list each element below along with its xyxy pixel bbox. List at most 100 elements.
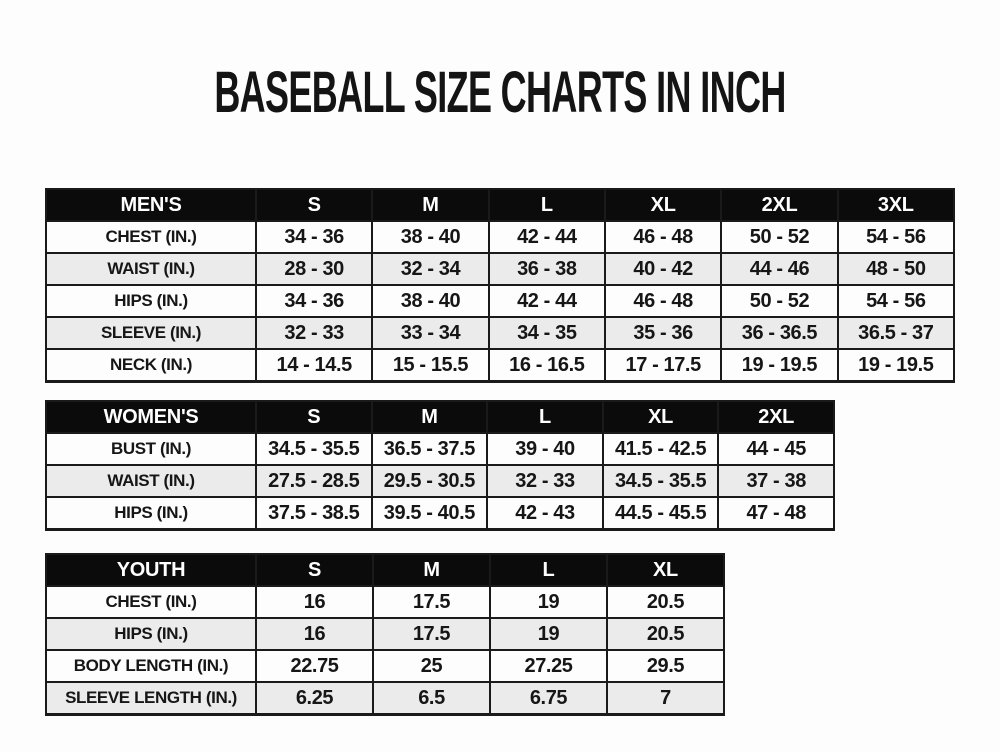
row-label-cell: SLEEVE LENGTH (IN.) bbox=[45, 681, 257, 716]
table-title-cell: WOMEN'S bbox=[45, 400, 257, 434]
size-value-cell: 46 - 48 bbox=[603, 284, 723, 318]
size-value-cell: 35 - 36 bbox=[603, 316, 723, 350]
size-value-cell: 22.75 bbox=[255, 649, 374, 683]
header-row: WOMEN'S S M L XL 2XL bbox=[45, 400, 835, 434]
size-value-cell: 34 - 36 bbox=[254, 284, 374, 318]
row-label-cell: HIPS (IN.) bbox=[45, 284, 257, 318]
size-value-cell: 37.5 - 38.5 bbox=[255, 496, 373, 531]
page-title: BASEBALL SIZE CHARTS IN INCH bbox=[214, 60, 786, 125]
size-value-cell: 42 - 44 bbox=[487, 284, 606, 318]
size-value-cell: 14 - 14.5 bbox=[254, 348, 374, 383]
size-column-header: L bbox=[486, 400, 604, 434]
size-value-cell: 6.25 bbox=[255, 681, 374, 716]
size-value-cell: 34 - 36 bbox=[254, 220, 374, 254]
size-value-cell: 36 - 36.5 bbox=[720, 316, 839, 350]
size-value-cell: 16 bbox=[255, 617, 374, 651]
size-value-cell: 19 bbox=[489, 585, 608, 619]
mens-size-chart: MEN'S S M L XL 2XL 3XL CHEST (IN.) 34 - 36 38 - 4… bbox=[45, 188, 956, 383]
youth-size-chart: YOUTH S M L XL CHEST (IN.) 16 17.5 19 20.5 HIPS (I… bbox=[45, 553, 725, 716]
size-value-cell: 33 - 34 bbox=[371, 316, 490, 350]
table-row: WAIST (IN.) 27.5 - 28.5 29.5 - 30.5 32 - 33… bbox=[45, 464, 835, 498]
row-label-cell: WAIST (IN.) bbox=[45, 464, 257, 498]
row-label-cell: CHEST (IN.) bbox=[45, 585, 257, 619]
size-value-cell: 29.5 bbox=[606, 649, 725, 683]
size-value-cell: 41.5 - 42.5 bbox=[601, 432, 720, 466]
table-row: CHEST (IN.) 16 17.5 19 20.5 bbox=[45, 585, 725, 619]
size-value-cell: 42 - 43 bbox=[486, 496, 604, 531]
size-value-cell: 40 - 42 bbox=[603, 252, 723, 286]
table-row: NECK (IN.) 14 - 14.5 15 - 15.5 16 - 16.5 17 … bbox=[45, 348, 956, 383]
row-label-cell: BUST (IN.) bbox=[45, 432, 257, 466]
row-label-cell: HIPS (IN.) bbox=[45, 617, 257, 651]
size-value-cell: 44.5 - 45.5 bbox=[601, 496, 720, 531]
size-value-cell: 17.5 bbox=[372, 617, 491, 651]
youth-size-table: YOUTH S M L XL CHEST (IN.) 16 17.5 19 20.5 HIPS (I… bbox=[45, 553, 725, 716]
size-value-cell: 47 - 48 bbox=[717, 496, 835, 531]
size-value-cell: 39 - 40 bbox=[486, 432, 604, 466]
size-value-cell: 6.5 bbox=[372, 681, 491, 716]
size-value-cell: 54 - 56 bbox=[836, 284, 956, 318]
size-value-cell: 19 bbox=[489, 617, 608, 651]
size-value-cell: 20.5 bbox=[606, 585, 725, 619]
size-value-cell: 48 - 50 bbox=[836, 252, 956, 286]
size-value-cell: 50 - 52 bbox=[720, 220, 839, 254]
size-column-header: S bbox=[254, 188, 374, 222]
size-value-cell: 44 - 45 bbox=[717, 432, 835, 466]
table-row: WAIST (IN.) 28 - 30 32 - 34 36 - 38 40 - 42 4… bbox=[45, 252, 956, 286]
mens-size-table: MEN'S S M L XL 2XL 3XL CHEST (IN.) 34 - 36 38 - 4… bbox=[45, 188, 956, 383]
table-row: BODY LENGTH (IN.) 22.75 25 27.25 29.5 bbox=[45, 649, 725, 683]
size-value-cell: 28 - 30 bbox=[254, 252, 374, 286]
table-row: BUST (IN.) 34.5 - 35.5 36.5 - 37.5 39 - 40 4… bbox=[45, 432, 835, 466]
size-column-header: M bbox=[370, 400, 489, 434]
size-value-cell: 42 - 44 bbox=[487, 220, 606, 254]
table-row: CHEST (IN.) 34 - 36 38 - 40 42 - 44 46 - 48 5… bbox=[45, 220, 956, 254]
table-row: HIPS (IN.) 16 17.5 19 20.5 bbox=[45, 617, 725, 651]
size-value-cell: 38 - 40 bbox=[371, 284, 490, 318]
size-value-cell: 34.5 - 35.5 bbox=[255, 432, 373, 466]
size-value-cell: 6.75 bbox=[489, 681, 608, 716]
size-value-cell: 32 - 34 bbox=[371, 252, 490, 286]
size-value-cell: 27.5 - 28.5 bbox=[255, 464, 373, 498]
size-column-header: M bbox=[371, 188, 490, 222]
size-value-cell: 37 - 38 bbox=[717, 464, 835, 498]
table-row: SLEEVE (IN.) 32 - 33 33 - 34 34 - 35 35 - 36… bbox=[45, 316, 956, 350]
size-value-cell: 20.5 bbox=[606, 617, 725, 651]
row-label-cell: NECK (IN.) bbox=[45, 348, 257, 383]
row-label-cell: BODY LENGTH (IN.) bbox=[45, 649, 257, 683]
size-value-cell: 15 - 15.5 bbox=[371, 348, 490, 383]
size-column-header: 3XL bbox=[836, 188, 956, 222]
size-value-cell: 36.5 - 37 bbox=[836, 316, 956, 350]
size-value-cell: 19 - 19.5 bbox=[836, 348, 956, 383]
size-value-cell: 16 bbox=[255, 585, 374, 619]
size-value-cell: 50 - 52 bbox=[720, 284, 839, 318]
size-value-cell: 39.5 - 40.5 bbox=[370, 496, 489, 531]
size-value-cell: 46 - 48 bbox=[603, 220, 723, 254]
row-label-cell: WAIST (IN.) bbox=[45, 252, 257, 286]
womens-size-chart: WOMEN'S S M L XL 2XL BUST (IN.) 34.5 - 35.5 36.5… bbox=[45, 400, 835, 531]
size-value-cell: 32 - 33 bbox=[486, 464, 604, 498]
header-row: YOUTH S M L XL bbox=[45, 553, 725, 587]
size-value-cell: 54 - 56 bbox=[836, 220, 956, 254]
table-row: HIPS (IN.) 34 - 36 38 - 40 42 - 44 46 - 48 50… bbox=[45, 284, 956, 318]
size-column-header: S bbox=[255, 400, 373, 434]
size-value-cell: 25 bbox=[372, 649, 491, 683]
size-value-cell: 36 - 38 bbox=[487, 252, 606, 286]
size-value-cell: 34.5 - 35.5 bbox=[601, 464, 720, 498]
size-value-cell: 17.5 bbox=[372, 585, 491, 619]
size-column-header: L bbox=[487, 188, 606, 222]
size-column-header: S bbox=[255, 553, 374, 587]
size-column-header: 2XL bbox=[717, 400, 835, 434]
row-label-cell: CHEST (IN.) bbox=[45, 220, 257, 254]
table-title-cell: YOUTH bbox=[45, 553, 257, 587]
size-value-cell: 7 bbox=[606, 681, 725, 716]
size-column-header: 2XL bbox=[720, 188, 839, 222]
size-value-cell: 29.5 - 30.5 bbox=[370, 464, 489, 498]
size-value-cell: 36.5 - 37.5 bbox=[370, 432, 489, 466]
size-value-cell: 32 - 33 bbox=[254, 316, 374, 350]
table-row: SLEEVE LENGTH (IN.) 6.25 6.5 6.75 7 bbox=[45, 681, 725, 716]
row-label-cell: SLEEVE (IN.) bbox=[45, 316, 257, 350]
row-label-cell: HIPS (IN.) bbox=[45, 496, 257, 531]
size-column-header: XL bbox=[603, 188, 723, 222]
table-title-cell: MEN'S bbox=[45, 188, 257, 222]
